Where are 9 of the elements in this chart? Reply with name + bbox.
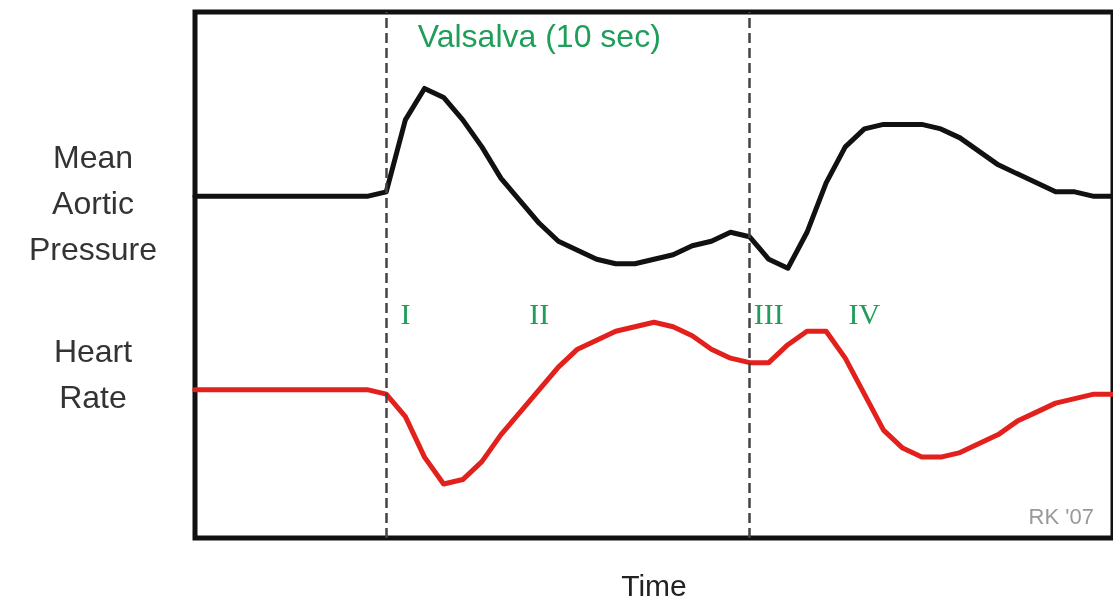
annotation: RK '07 (1028, 503, 1094, 529)
x-axis-title: Time (621, 568, 687, 602)
text: Heart Rate (53, 332, 133, 415)
annotation: II (529, 296, 550, 330)
annotation: IV (848, 296, 881, 330)
series-label: Mean Aortic Pressure (28, 139, 158, 268)
annotation: III (753, 296, 784, 330)
annotation: I (400, 296, 411, 330)
text: Valsalva (10 sec) (417, 18, 661, 54)
